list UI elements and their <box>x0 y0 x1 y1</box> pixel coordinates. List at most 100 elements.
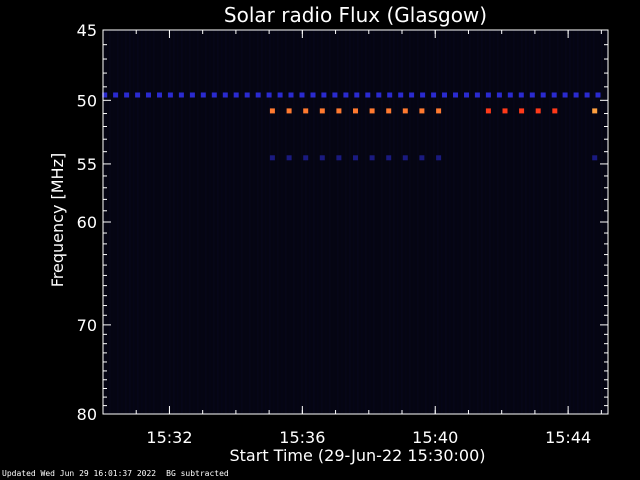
band-mark <box>386 155 392 161</box>
time-stripe <box>409 30 411 414</box>
band-mark <box>321 92 327 98</box>
time-stripe <box>253 30 255 414</box>
band-mark <box>464 92 469 98</box>
time-stripe <box>449 30 451 414</box>
time-stripe <box>197 30 199 414</box>
band-mark <box>266 92 272 98</box>
band-mark <box>442 92 447 98</box>
time-stripe <box>369 30 371 414</box>
band-mark <box>113 92 119 98</box>
time-stripe <box>465 30 467 414</box>
band-mark <box>353 108 358 114</box>
band-mark <box>431 92 437 98</box>
time-stripe <box>581 30 583 414</box>
time-stripe <box>373 30 375 414</box>
y-tick-label: 45 <box>77 21 97 40</box>
time-stripe <box>325 30 327 414</box>
band-mark <box>211 92 217 98</box>
band-mark <box>369 108 375 114</box>
time-stripe <box>597 30 599 414</box>
time-stripe <box>261 30 263 414</box>
band-mark <box>540 92 546 98</box>
time-stripe <box>469 30 471 414</box>
band-mark <box>376 92 382 98</box>
time-stripe <box>117 30 119 414</box>
band-mark <box>233 92 239 98</box>
time-stripe <box>353 30 355 414</box>
band-mark <box>485 108 491 114</box>
band-mark <box>178 92 184 98</box>
band-mark <box>343 92 349 98</box>
time-stripe <box>377 30 379 414</box>
time-stripe <box>161 30 163 414</box>
band-mark <box>474 92 480 98</box>
plot-area <box>103 30 608 414</box>
time-stripe <box>225 30 227 414</box>
band-mark <box>551 92 557 98</box>
time-stripe <box>193 30 195 414</box>
time-stripe <box>477 30 479 414</box>
band-mark <box>402 155 408 161</box>
band-mark <box>167 92 173 98</box>
updated-timestamp: Updated Wed Jun 29 16:01:37 2022 <box>2 469 157 478</box>
bg-note: BG subtracted <box>166 469 229 478</box>
time-stripe <box>265 30 267 414</box>
time-stripe <box>529 30 531 414</box>
band-mark <box>369 155 375 161</box>
band-mark <box>453 92 458 98</box>
band-mark <box>255 92 261 98</box>
time-stripe <box>349 30 351 414</box>
band-mark <box>332 92 338 98</box>
time-stripe <box>329 30 331 414</box>
time-stripe <box>301 30 303 414</box>
band-mark <box>535 108 541 114</box>
band-mark <box>124 92 130 98</box>
footer: Updated Wed Jun 29 16:01:37 2022 BG subtr… <box>2 469 229 478</box>
time-stripe <box>321 30 323 414</box>
time-stripe <box>285 30 287 414</box>
time-stripe <box>169 30 171 414</box>
time-stripe <box>525 30 527 414</box>
time-stripe <box>189 30 191 414</box>
time-stripe <box>509 30 511 414</box>
time-stripe <box>213 30 215 414</box>
time-stripe <box>481 30 483 414</box>
time-stripe <box>145 30 147 414</box>
band-mark <box>402 108 408 114</box>
x-tick-label: 15:32 <box>146 428 192 447</box>
band-mark <box>419 108 425 114</box>
x-tick-label: 15:36 <box>279 428 325 447</box>
band-mark <box>353 155 358 161</box>
band-mark <box>286 155 292 161</box>
time-stripe <box>257 30 259 414</box>
band-mark <box>592 155 598 161</box>
time-stripe <box>405 30 407 414</box>
time-stripe <box>273 30 275 414</box>
time-stripe <box>173 30 175 414</box>
band-mark <box>102 92 108 98</box>
time-stripe <box>433 30 435 414</box>
band-mark <box>288 92 294 98</box>
time-stripe <box>421 30 423 414</box>
time-stripe <box>413 30 415 414</box>
time-stripe <box>357 30 359 414</box>
time-stripe <box>185 30 187 414</box>
time-stripe <box>505 30 507 414</box>
time-stripe <box>593 30 595 414</box>
time-stripe <box>153 30 155 414</box>
band-mark <box>135 92 141 98</box>
band-mark <box>244 92 250 98</box>
band-mark <box>386 108 392 114</box>
x-axis-label: Start Time (29-Jun-22 15:30:00) <box>230 446 486 465</box>
time-stripe <box>137 30 139 414</box>
band-mark <box>303 155 309 161</box>
time-stripe <box>125 30 127 414</box>
time-stripe <box>269 30 271 414</box>
time-stripe <box>381 30 383 414</box>
time-stripe <box>441 30 443 414</box>
time-stripe <box>341 30 343 414</box>
band-mark <box>277 92 283 98</box>
time-stripe <box>113 30 115 414</box>
time-stripe <box>337 30 339 414</box>
time-stripe <box>313 30 315 414</box>
